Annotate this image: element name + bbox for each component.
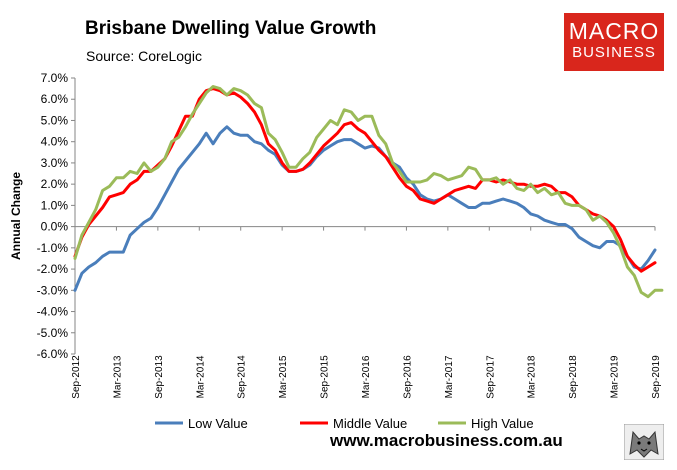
legend-label-high-value: High Value: [471, 416, 534, 431]
x-tick-label: Sep-2015: [320, 355, 331, 399]
y-tick-label: -4.0%: [37, 305, 69, 319]
legend-label-low-value: Low Value: [188, 416, 248, 431]
logo-line1: MACRO: [568, 18, 660, 44]
x-tick-label: Sep-2014: [237, 355, 248, 399]
y-tick-label: -2.0%: [37, 262, 69, 276]
x-tick-label: Mar-2018: [527, 355, 538, 398]
chart-title: Brisbane Dwelling Value Growth: [85, 18, 377, 39]
legend-label-middle-value: Middle Value: [333, 416, 407, 431]
y-tick-label: 4.0%: [41, 135, 69, 149]
x-tick-label: Sep-2012: [71, 355, 82, 399]
y-tick-label: 5.0%: [41, 113, 69, 127]
y-tick-label: 0.0%: [41, 220, 69, 234]
y-tick-label: -3.0%: [37, 283, 69, 297]
x-tick-label: Sep-2013: [154, 355, 165, 399]
chart-source: Source: CoreLogic: [86, 48, 202, 64]
logo-line2: BUSINESS: [572, 44, 656, 61]
y-tick-label: 3.0%: [41, 156, 69, 170]
wolf-mascot-icon: [624, 424, 664, 460]
y-tick-label: 2.0%: [41, 177, 69, 191]
x-tick-label: Mar-2016: [361, 355, 372, 398]
website-url: www.macrobusiness.com.au: [330, 431, 563, 450]
x-tick-label: Mar-2015: [278, 355, 289, 398]
y-tick-label: 6.0%: [41, 92, 69, 106]
series-line-low-value: [73, 125, 657, 292]
x-tick-label: Mar-2013: [112, 355, 123, 398]
macrobusiness-logo: MACRO BUSINESS: [564, 13, 664, 71]
x-tick-label: Sep-2017: [485, 355, 496, 399]
series-line-high-value: [73, 85, 664, 299]
x-tick-label: Mar-2017: [444, 355, 455, 398]
y-tick-label: 1.0%: [41, 198, 69, 212]
y-tick-label: 7.0%: [41, 71, 69, 85]
y-axis-title: Annual Change: [9, 172, 23, 260]
x-tick-label: Sep-2019: [651, 355, 662, 399]
x-tick-label: Mar-2014: [195, 355, 206, 398]
y-tick-label: -1.0%: [37, 241, 69, 255]
x-tick-label: Mar-2019: [610, 355, 621, 398]
y-tick-label: -6.0%: [37, 347, 69, 361]
x-tick-label: Sep-2016: [402, 355, 413, 399]
y-tick-label: -5.0%: [37, 326, 69, 340]
x-tick-label: Sep-2018: [568, 355, 579, 399]
